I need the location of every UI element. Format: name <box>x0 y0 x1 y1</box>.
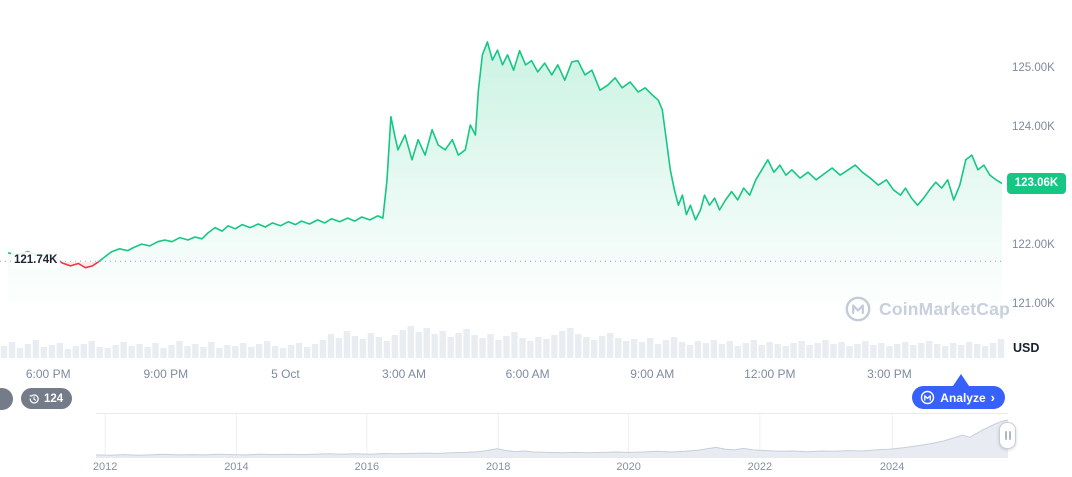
x-axis-label: 5 Oct <box>271 367 300 381</box>
price-line-green <box>7 41 1003 262</box>
timeline-year-label: 2014 <box>224 461 249 473</box>
minimap-line <box>96 419 1008 456</box>
timeline-year-label: 2022 <box>747 461 773 473</box>
price-series <box>0 41 1005 362</box>
x-axis-label: 6:00 PM <box>25 367 71 381</box>
timeline-year-label: 2012 <box>92 461 118 473</box>
analyze-tooltip-arrow <box>953 374 969 386</box>
grip-line <box>1004 431 1007 440</box>
timeline-year-label: 2024 <box>879 461 905 473</box>
timeline-year-label: 2016 <box>354 461 380 473</box>
coinmarketcap-watermark: CoinMarketCap <box>845 296 1010 322</box>
timeline-year-label: 2018 <box>485 461 511 473</box>
timeline-minimap[interactable] <box>96 413 1008 458</box>
minimap-area <box>96 420 1008 458</box>
volume-bar <box>0 346 8 358</box>
x-axis-label: 9:00 AM <box>630 367 675 381</box>
currency-unit-label: USD <box>1013 341 1040 355</box>
x-axis-label: 9:00 PM <box>143 367 189 381</box>
history-count-badge[interactable]: 124 <box>21 388 73 409</box>
analyze-button-label: Analyze <box>940 390 986 405</box>
x-axis-label: 12:00 PM <box>744 367 796 381</box>
x-axis-label: 3:00 PM <box>867 367 912 381</box>
history-count: 124 <box>44 392 64 405</box>
x-axis-label: 3:00 AM <box>381 367 427 381</box>
y-axis-label: 125.00K <box>1012 61 1055 74</box>
x-axis: 6:00 PM 9:00 PM 5 Oct 3:00 AM 6:00 AM 9:00 AM… <box>0 367 1005 383</box>
chevron-right-icon: › <box>990 390 995 405</box>
edge-circle-button[interactable] <box>0 388 13 410</box>
grip-line <box>1008 431 1011 440</box>
open-price-label: 121.74K <box>11 252 61 270</box>
timeline-year-axis: 2012 2014 2016 2018 2020 2022 2024 <box>93 461 1008 475</box>
watermark-text: CoinMarketCap <box>879 298 1010 319</box>
history-clock-icon <box>29 393 39 404</box>
price-area <box>8 41 1002 362</box>
timeline-year-label: 2020 <box>616 461 641 473</box>
current-price-badge: 123.06K <box>1007 172 1066 194</box>
timeline-minimap-canvas[interactable] <box>96 413 1008 458</box>
coinmarketcap-logo-icon <box>845 296 871 322</box>
analyze-button[interactable]: Analyze › <box>912 386 1005 409</box>
timeline-scrub-handle[interactable] <box>999 422 1016 449</box>
cmc-logo-icon <box>921 390 935 405</box>
y-axis-label: 124.00K <box>1012 120 1055 133</box>
x-axis-label: 6:00 AM <box>505 367 550 381</box>
y-axis-label: 122.00K <box>1012 238 1055 251</box>
y-axis-label: 121.00K <box>1012 297 1055 310</box>
price-chart-canvas[interactable] <box>0 0 1005 362</box>
